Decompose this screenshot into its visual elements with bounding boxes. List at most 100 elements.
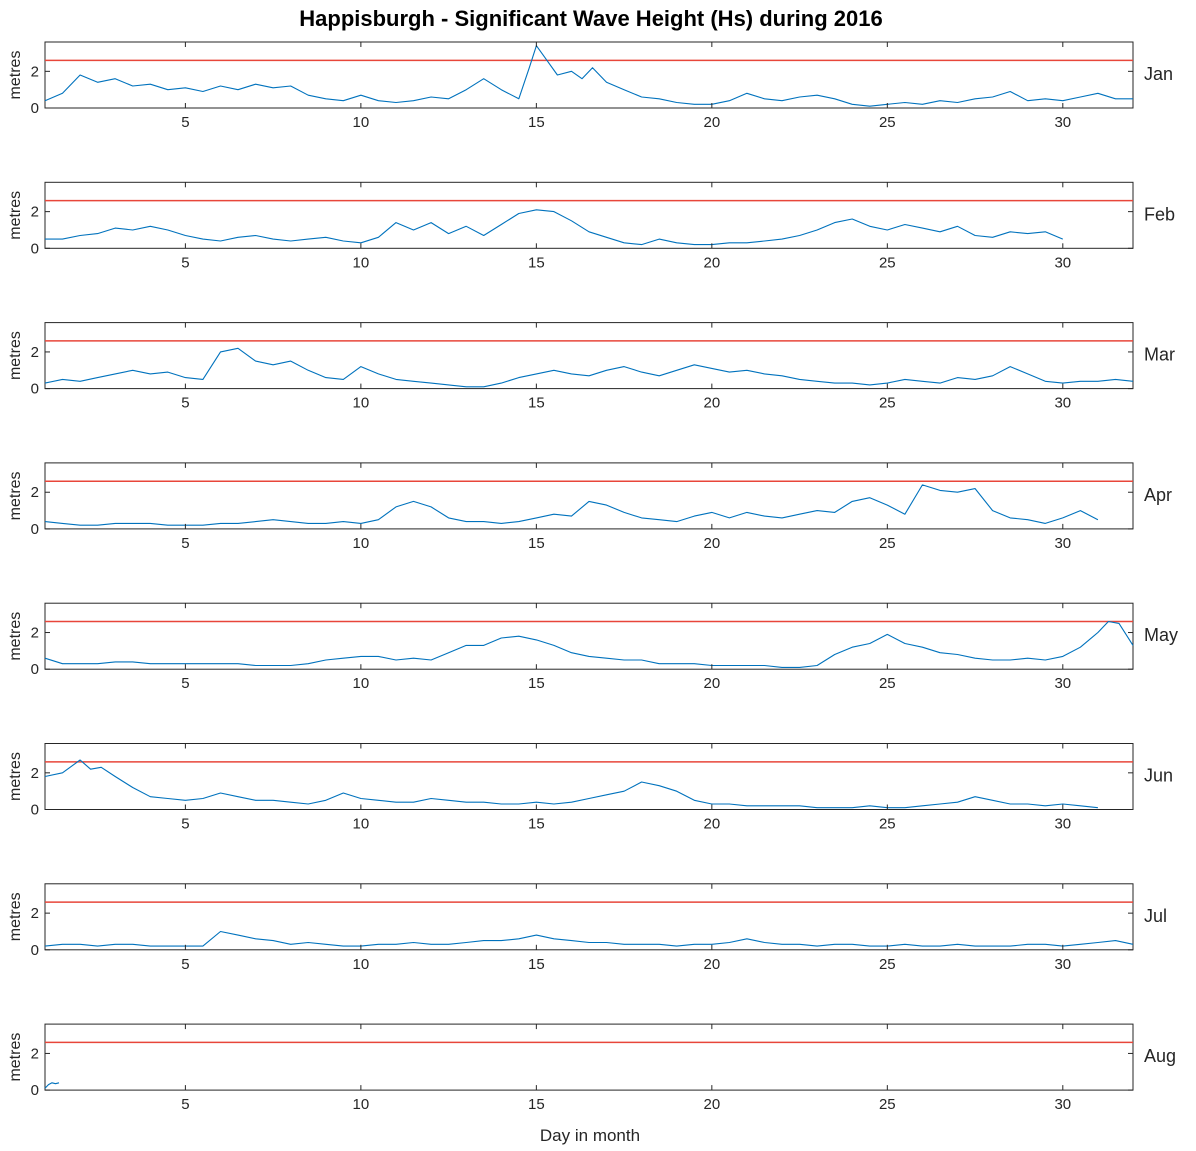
- x-tick-label: 15: [528, 675, 545, 692]
- axes-box: [44, 322, 1134, 390]
- x-tick-label: 15: [528, 816, 545, 833]
- month-label: Feb: [1144, 204, 1175, 224]
- wave-height-series: [44, 347, 1134, 388]
- x-tick-label: 25: [879, 956, 896, 973]
- axes-box: [44, 883, 1134, 951]
- x-tick-label: 15: [528, 1096, 545, 1113]
- y-tick-label: 2: [31, 63, 39, 80]
- x-tick-label: 15: [528, 395, 545, 412]
- month-label: Mar: [1144, 345, 1175, 365]
- y-axis-label: metres: [7, 892, 24, 941]
- month-label: May: [1144, 625, 1178, 645]
- x-tick-label: 10: [353, 535, 370, 552]
- subplot-feb: 5 10 15 20 25 30 0 2 metres Feb: [7, 181, 1175, 271]
- y-tick-label: 2: [31, 484, 39, 501]
- subplot-may: 5 10 15 20 25 30 0 2 metres May: [7, 602, 1178, 692]
- x-tick-label: 20: [703, 535, 720, 552]
- x-tick-label: 10: [353, 675, 370, 692]
- y-axis-label: metres: [7, 752, 24, 801]
- x-tick-label: 5: [181, 114, 189, 131]
- y-tick-label: 0: [31, 240, 39, 257]
- x-tick-label: 30: [1054, 1096, 1071, 1113]
- y-tick-label: 2: [31, 204, 39, 221]
- month-label: Jul: [1144, 906, 1167, 926]
- x-tick-label: 25: [879, 254, 896, 271]
- x-tick-label: 25: [879, 675, 896, 692]
- x-tick-label: 30: [1054, 254, 1071, 271]
- x-tick-label: 10: [353, 114, 370, 131]
- axes-box: [44, 1023, 1134, 1091]
- x-tick-label: 20: [703, 956, 720, 973]
- x-tick-label: 25: [879, 114, 896, 131]
- x-tick-label: 30: [1054, 816, 1071, 833]
- subplot-aug: 5 10 15 20 25 30 0 2 metres Aug: [7, 1023, 1176, 1113]
- x-tick-label: 5: [181, 395, 189, 412]
- y-axis-label: metres: [7, 191, 24, 240]
- x-tick-label: 30: [1054, 956, 1071, 973]
- y-axis-label: metres: [7, 612, 24, 661]
- month-label: Jan: [1144, 64, 1173, 84]
- x-tick-label: 5: [181, 956, 189, 973]
- y-tick-label: 0: [31, 521, 39, 538]
- y-axis-label: metres: [7, 331, 24, 380]
- y-axis-label: metres: [7, 471, 24, 520]
- x-tick-label: 30: [1054, 675, 1071, 692]
- x-tick-label: 25: [879, 395, 896, 412]
- x-tick-label: 5: [181, 675, 189, 692]
- subplot-jan: 5 10 15 20 25 30 0 2 metres Jan: [7, 41, 1173, 131]
- axes-box: [44, 181, 1134, 249]
- y-tick-label: 0: [31, 802, 39, 819]
- y-tick-label: 0: [31, 942, 39, 959]
- subplot-apr: 5 10 15 20 25 30 0 2 metres Apr: [7, 462, 1172, 552]
- axes-box: [44, 602, 1134, 670]
- subplot-jun: 5 10 15 20 25 30 0 2 metres Jun: [7, 743, 1173, 833]
- y-tick-label: 2: [31, 765, 39, 782]
- x-tick-label: 20: [703, 395, 720, 412]
- x-tick-label: 25: [879, 1096, 896, 1113]
- axes-box: [44, 743, 1134, 810]
- month-label: Jun: [1144, 766, 1173, 786]
- wave-height-series: [44, 759, 1098, 809]
- x-tick-label: 5: [181, 816, 189, 833]
- x-tick-label: 10: [353, 254, 370, 271]
- wave-height-series: [44, 930, 1134, 947]
- y-tick-label: 2: [31, 1045, 39, 1062]
- month-label: Aug: [1144, 1046, 1176, 1066]
- axes-box: [44, 462, 1134, 530]
- x-tick-label: 30: [1054, 395, 1071, 412]
- x-axis-label: Day in month: [540, 1126, 640, 1145]
- y-axis-label: metres: [7, 51, 24, 100]
- x-tick-label: 20: [703, 675, 720, 692]
- x-tick-label: 15: [528, 114, 545, 131]
- wave-height-series: [44, 1082, 60, 1089]
- x-tick-label: 15: [528, 956, 545, 973]
- wave-height-series: [45, 209, 1064, 246]
- x-tick-label: 5: [181, 1096, 189, 1113]
- x-tick-label: 20: [703, 114, 720, 131]
- y-tick-label: 2: [31, 344, 39, 361]
- x-tick-label: 5: [181, 254, 189, 271]
- axes-box: [44, 41, 1134, 109]
- wave-height-series: [44, 484, 1099, 526]
- x-tick-label: 10: [353, 956, 370, 973]
- y-tick-label: 0: [31, 381, 39, 398]
- subplot-mar: 5 10 15 20 25 30 0 2 metres Mar: [7, 322, 1175, 412]
- x-tick-label: 15: [528, 254, 545, 271]
- x-tick-label: 10: [353, 395, 370, 412]
- x-tick-label: 20: [703, 254, 720, 271]
- x-tick-label: 30: [1054, 114, 1071, 131]
- subplot-jul: 5 10 15 20 25 30 0 2 metres Jul: [7, 883, 1167, 973]
- wave-height-series: [44, 620, 1134, 668]
- x-tick-label: 25: [879, 816, 896, 833]
- chart-title: Happisburgh - Significant Wave Height (H…: [299, 6, 882, 31]
- x-tick-label: 30: [1054, 535, 1071, 552]
- wave-height-series: [44, 45, 1133, 107]
- y-tick-label: 0: [31, 100, 39, 117]
- x-tick-label: 15: [528, 535, 545, 552]
- x-tick-label: 5: [181, 535, 189, 552]
- y-tick-label: 2: [31, 905, 39, 922]
- x-tick-label: 25: [879, 535, 896, 552]
- x-tick-label: 20: [703, 1096, 720, 1113]
